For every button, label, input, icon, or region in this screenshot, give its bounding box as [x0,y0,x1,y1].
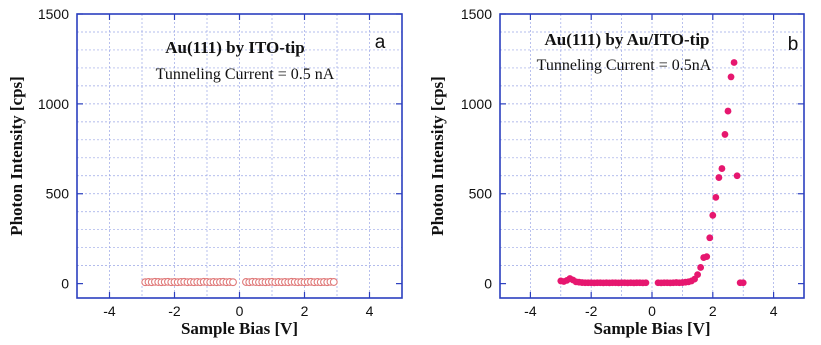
panel-letter: b [788,34,799,55]
data-point [703,253,711,261]
x-tick-label: 2 [709,303,717,319]
y-tick-label: 0 [61,276,69,292]
x-tick-label: 4 [366,303,374,319]
annotation-subtitle: Tunneling Current = 0.5nA [537,57,712,74]
data-point [718,165,726,172]
data-point [694,271,701,279]
y-tick-label: 1500 [461,6,492,22]
data-point [715,174,723,181]
y-tick-label: 1000 [461,96,492,112]
x-tick-label: -4 [103,303,116,319]
y-tick-label: 1000 [38,96,69,112]
data-point [721,131,729,138]
x-tick-label: 2 [301,303,309,319]
data-point [329,278,338,286]
annotation-title: Au(111) by ITO-tip [165,38,305,57]
y-tick-label: 0 [484,276,492,292]
data-point [724,107,732,115]
data-point [697,264,705,271]
x-tick-label: 0 [236,303,244,319]
data-point [712,193,720,201]
y-axis-label: Photon Intensity [cps] [428,76,447,236]
data-point [739,279,747,287]
data-point [706,234,714,242]
data-point [733,172,741,180]
data-point [727,73,735,81]
x-tick-label: -4 [524,303,537,319]
y-tick-label: 500 [46,186,70,202]
chart-panel-b: -4 -2 0 2 4 0 500 1000 1500 Sample Bias [V] Photon… [428,6,805,338]
x-tick-label: 0 [648,303,656,319]
y-axis-label: Photon Intensity [cps] [7,76,26,236]
chart-panel-a: -4 -2 0 2 4 0 500 1000 1500 Sample Bias [V] Photon… [7,6,403,338]
x-tick-label: -2 [168,303,181,319]
y-tick-label: 1500 [38,6,69,22]
data-point [642,279,650,287]
x-tick-label: 4 [770,303,778,319]
data-point [730,59,738,66]
x-axis-label: Sample Bias [V] [181,319,298,338]
x-tick-label: -2 [585,303,598,319]
annotation-subtitle: Tunneling Current = 0.5 nA [156,66,335,83]
data-point [709,211,717,219]
data-point [229,278,237,287]
y-tick-label: 500 [469,186,493,202]
annotation-title: Au(111) by Au/ITO-tip [544,30,709,49]
panel-letter: a [375,32,386,53]
x-axis-label: Sample Bias [V] [593,319,710,338]
